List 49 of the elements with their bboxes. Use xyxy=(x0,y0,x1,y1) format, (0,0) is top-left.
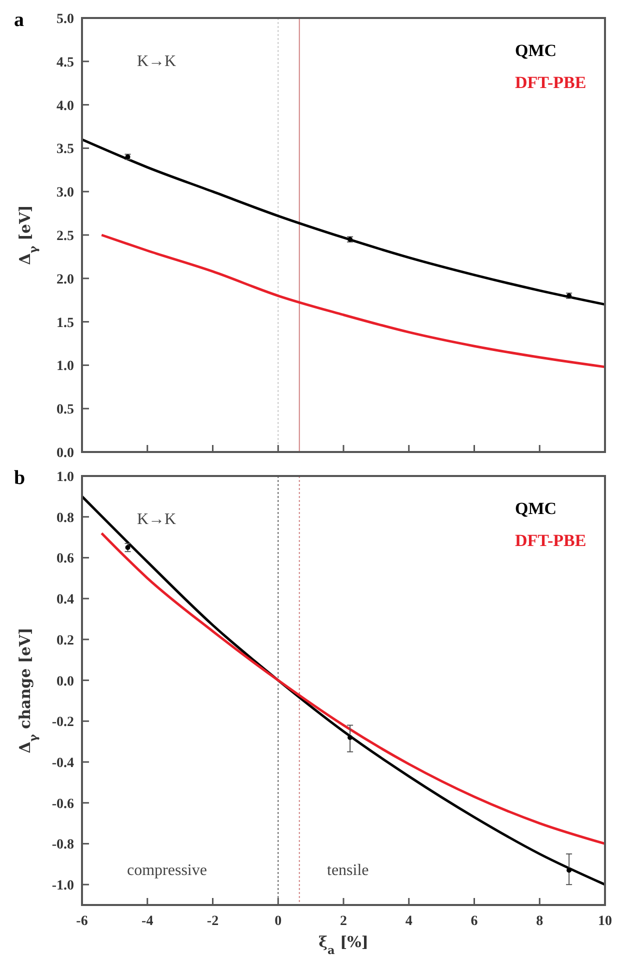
x-tick-label: 0 xyxy=(274,914,282,929)
x-tick-label: -4 xyxy=(142,914,154,929)
point xyxy=(125,545,130,550)
point xyxy=(348,734,353,740)
x-tick-label: 4 xyxy=(405,914,412,929)
line-series xyxy=(100,234,606,368)
text: DFT-PBE xyxy=(515,73,586,92)
text: QMC xyxy=(515,499,557,518)
y-tick-label: 0.2 xyxy=(56,633,74,648)
text: QMC xyxy=(515,41,557,60)
line-series xyxy=(100,532,606,845)
chart-title: b xyxy=(14,467,26,489)
y-tick-label: 1.5 xyxy=(56,316,74,331)
y-tick-label: 2.0 xyxy=(56,272,74,288)
annotation: compressive xyxy=(127,862,207,879)
x-tick-label: 10 xyxy=(598,914,612,929)
y-tick-label: 0.8 xyxy=(56,510,74,526)
y-tick-label: 1.0 xyxy=(56,359,74,374)
y-tick-label: 0.4 xyxy=(56,592,74,608)
y-tick-label: 4.5 xyxy=(56,55,74,70)
y-tick-label: 0.5 xyxy=(56,402,74,418)
annotation: K→K xyxy=(137,511,177,528)
text: DFT-PBE xyxy=(515,531,586,550)
x-tick-label: 6 xyxy=(470,914,478,929)
x-tick-label: -6 xyxy=(76,914,88,929)
line-series xyxy=(80,138,606,306)
y-tick-label: 2.5 xyxy=(56,229,74,244)
x-tick-label: -2 xyxy=(206,914,219,929)
x-tick-label: 8 xyxy=(536,914,544,929)
y-tick-label: -1.0 xyxy=(52,878,74,894)
y-tick-label: -0.4 xyxy=(52,756,74,771)
y-tick-label: -0.8 xyxy=(52,838,74,853)
y-tick-label: -0.2 xyxy=(52,715,74,730)
line-series xyxy=(80,495,606,886)
y-tick-label: 0.6 xyxy=(56,552,74,567)
y-tick-label: 3.0 xyxy=(56,186,74,201)
y-tick-label: -0.6 xyxy=(52,796,74,812)
x-tick-label: 2 xyxy=(340,914,347,929)
x-axis-title: ξ$_{a}$ [%] xyxy=(318,933,368,957)
chart-title: a xyxy=(14,9,24,31)
y-tick-label: 0.0 xyxy=(56,674,74,690)
y-tick-label: 3.5 xyxy=(56,142,74,158)
y-tick-label: 0.0 xyxy=(56,446,74,461)
annotation: tensile xyxy=(327,862,369,879)
y-tick-label: 1.0 xyxy=(56,470,74,485)
y-tick-label: 5.0 xyxy=(56,12,74,27)
point xyxy=(566,868,572,873)
y-tick-label: 4.0 xyxy=(56,98,74,114)
annotation: K→K xyxy=(137,53,177,70)
